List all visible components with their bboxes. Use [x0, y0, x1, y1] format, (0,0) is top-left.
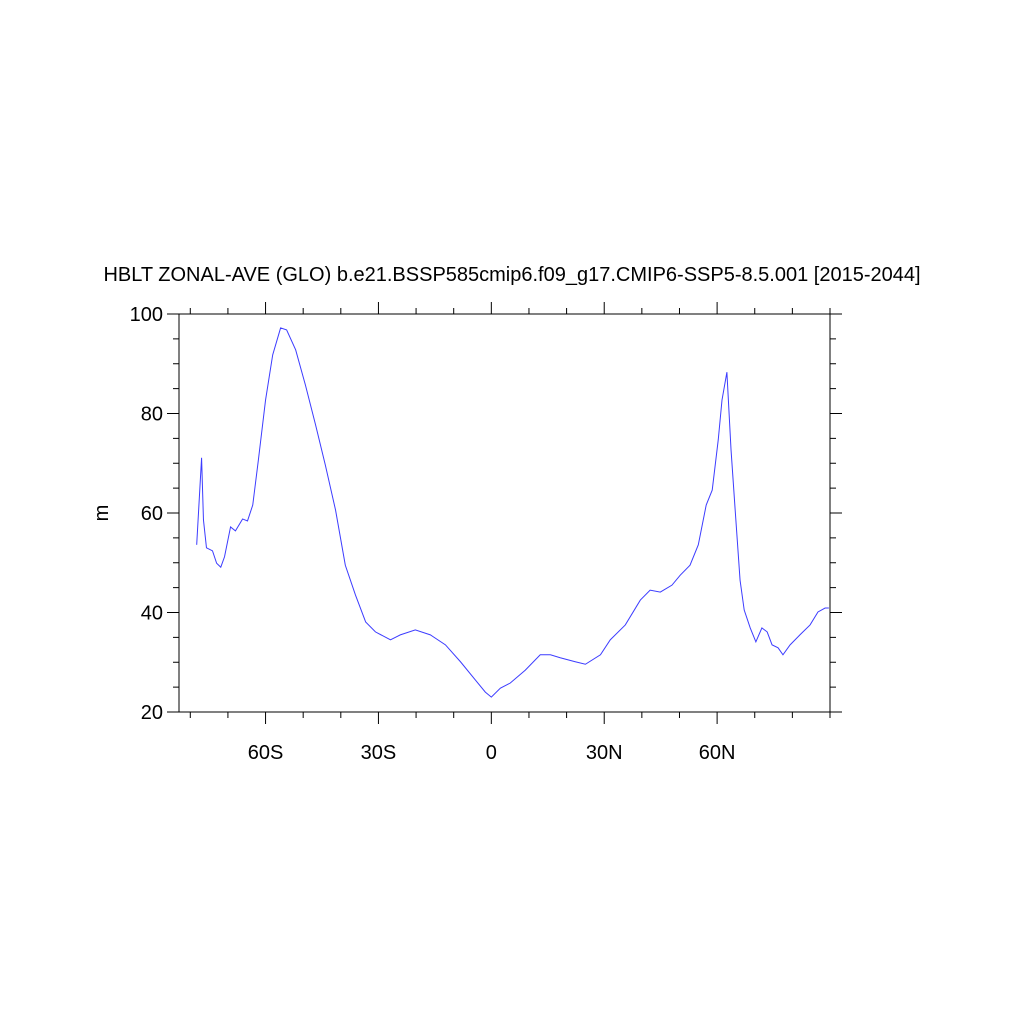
x-tick-label: 60S [248, 742, 284, 764]
y-tick-label: 40 [141, 603, 163, 625]
x-tick-label: 60N [699, 742, 736, 764]
data-line [196, 327, 829, 698]
y-tick-label: 80 [141, 404, 163, 426]
y-tick-label: 60 [141, 503, 163, 525]
x-tick-label: 30N [586, 742, 623, 764]
y-tick-label: 100 [130, 304, 163, 326]
x-tick-label: 0 [486, 742, 497, 764]
chart-title: HBLT ZONAL-AVE (GLO) b.e21.BSSP585cmip6.… [103, 264, 920, 286]
y-axis-label: m [91, 505, 113, 522]
plot-frame [178, 313, 831, 713]
x-tick-label: 30S [361, 742, 397, 764]
y-tick-label: 20 [141, 702, 163, 724]
